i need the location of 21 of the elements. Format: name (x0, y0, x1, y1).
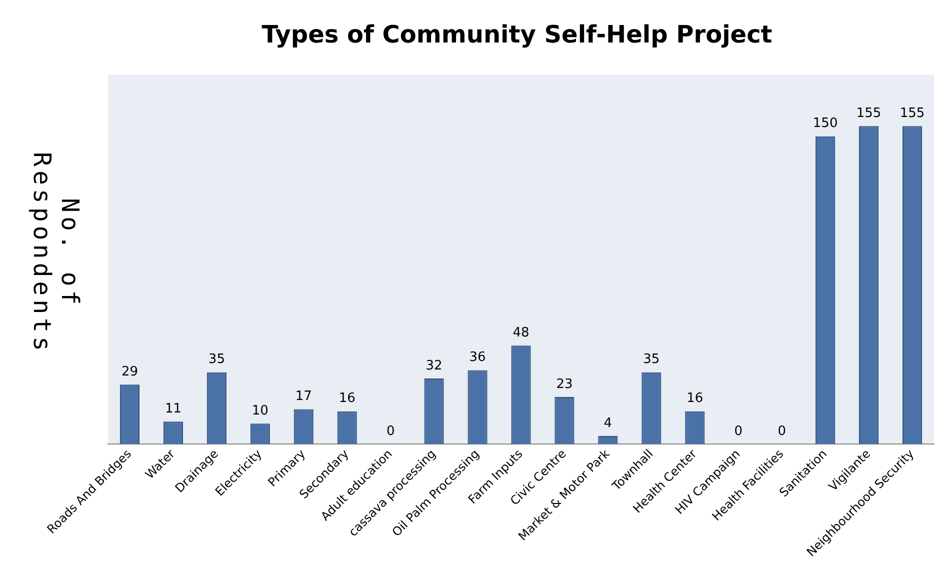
data-label: 4 (604, 416, 612, 431)
chart-title: Types of Community Self-Help Project (262, 20, 772, 49)
data-label: 155 (856, 106, 882, 121)
data-label: 29 (121, 364, 138, 380)
data-label: 17 (295, 389, 312, 404)
data-label: 0 (778, 424, 786, 440)
data-label: 16 (686, 391, 704, 406)
data-label: 11 (164, 401, 182, 416)
data-label: 48 (512, 326, 530, 341)
data-label: 10 (252, 404, 268, 418)
data-label: 35 (208, 352, 225, 368)
data-label: 155 (900, 106, 925, 121)
data-label: 32 (426, 358, 442, 374)
data-label: 0 (386, 424, 395, 440)
data-label: 23 (556, 376, 573, 392)
data-label: 0 (734, 424, 743, 440)
data-label: 36 (469, 350, 486, 366)
data-label: 35 (643, 352, 660, 368)
y-axis-title: No. of Respondents (28, 150, 84, 356)
data-label: 16 (338, 391, 356, 406)
data-label: 150 (812, 116, 838, 132)
